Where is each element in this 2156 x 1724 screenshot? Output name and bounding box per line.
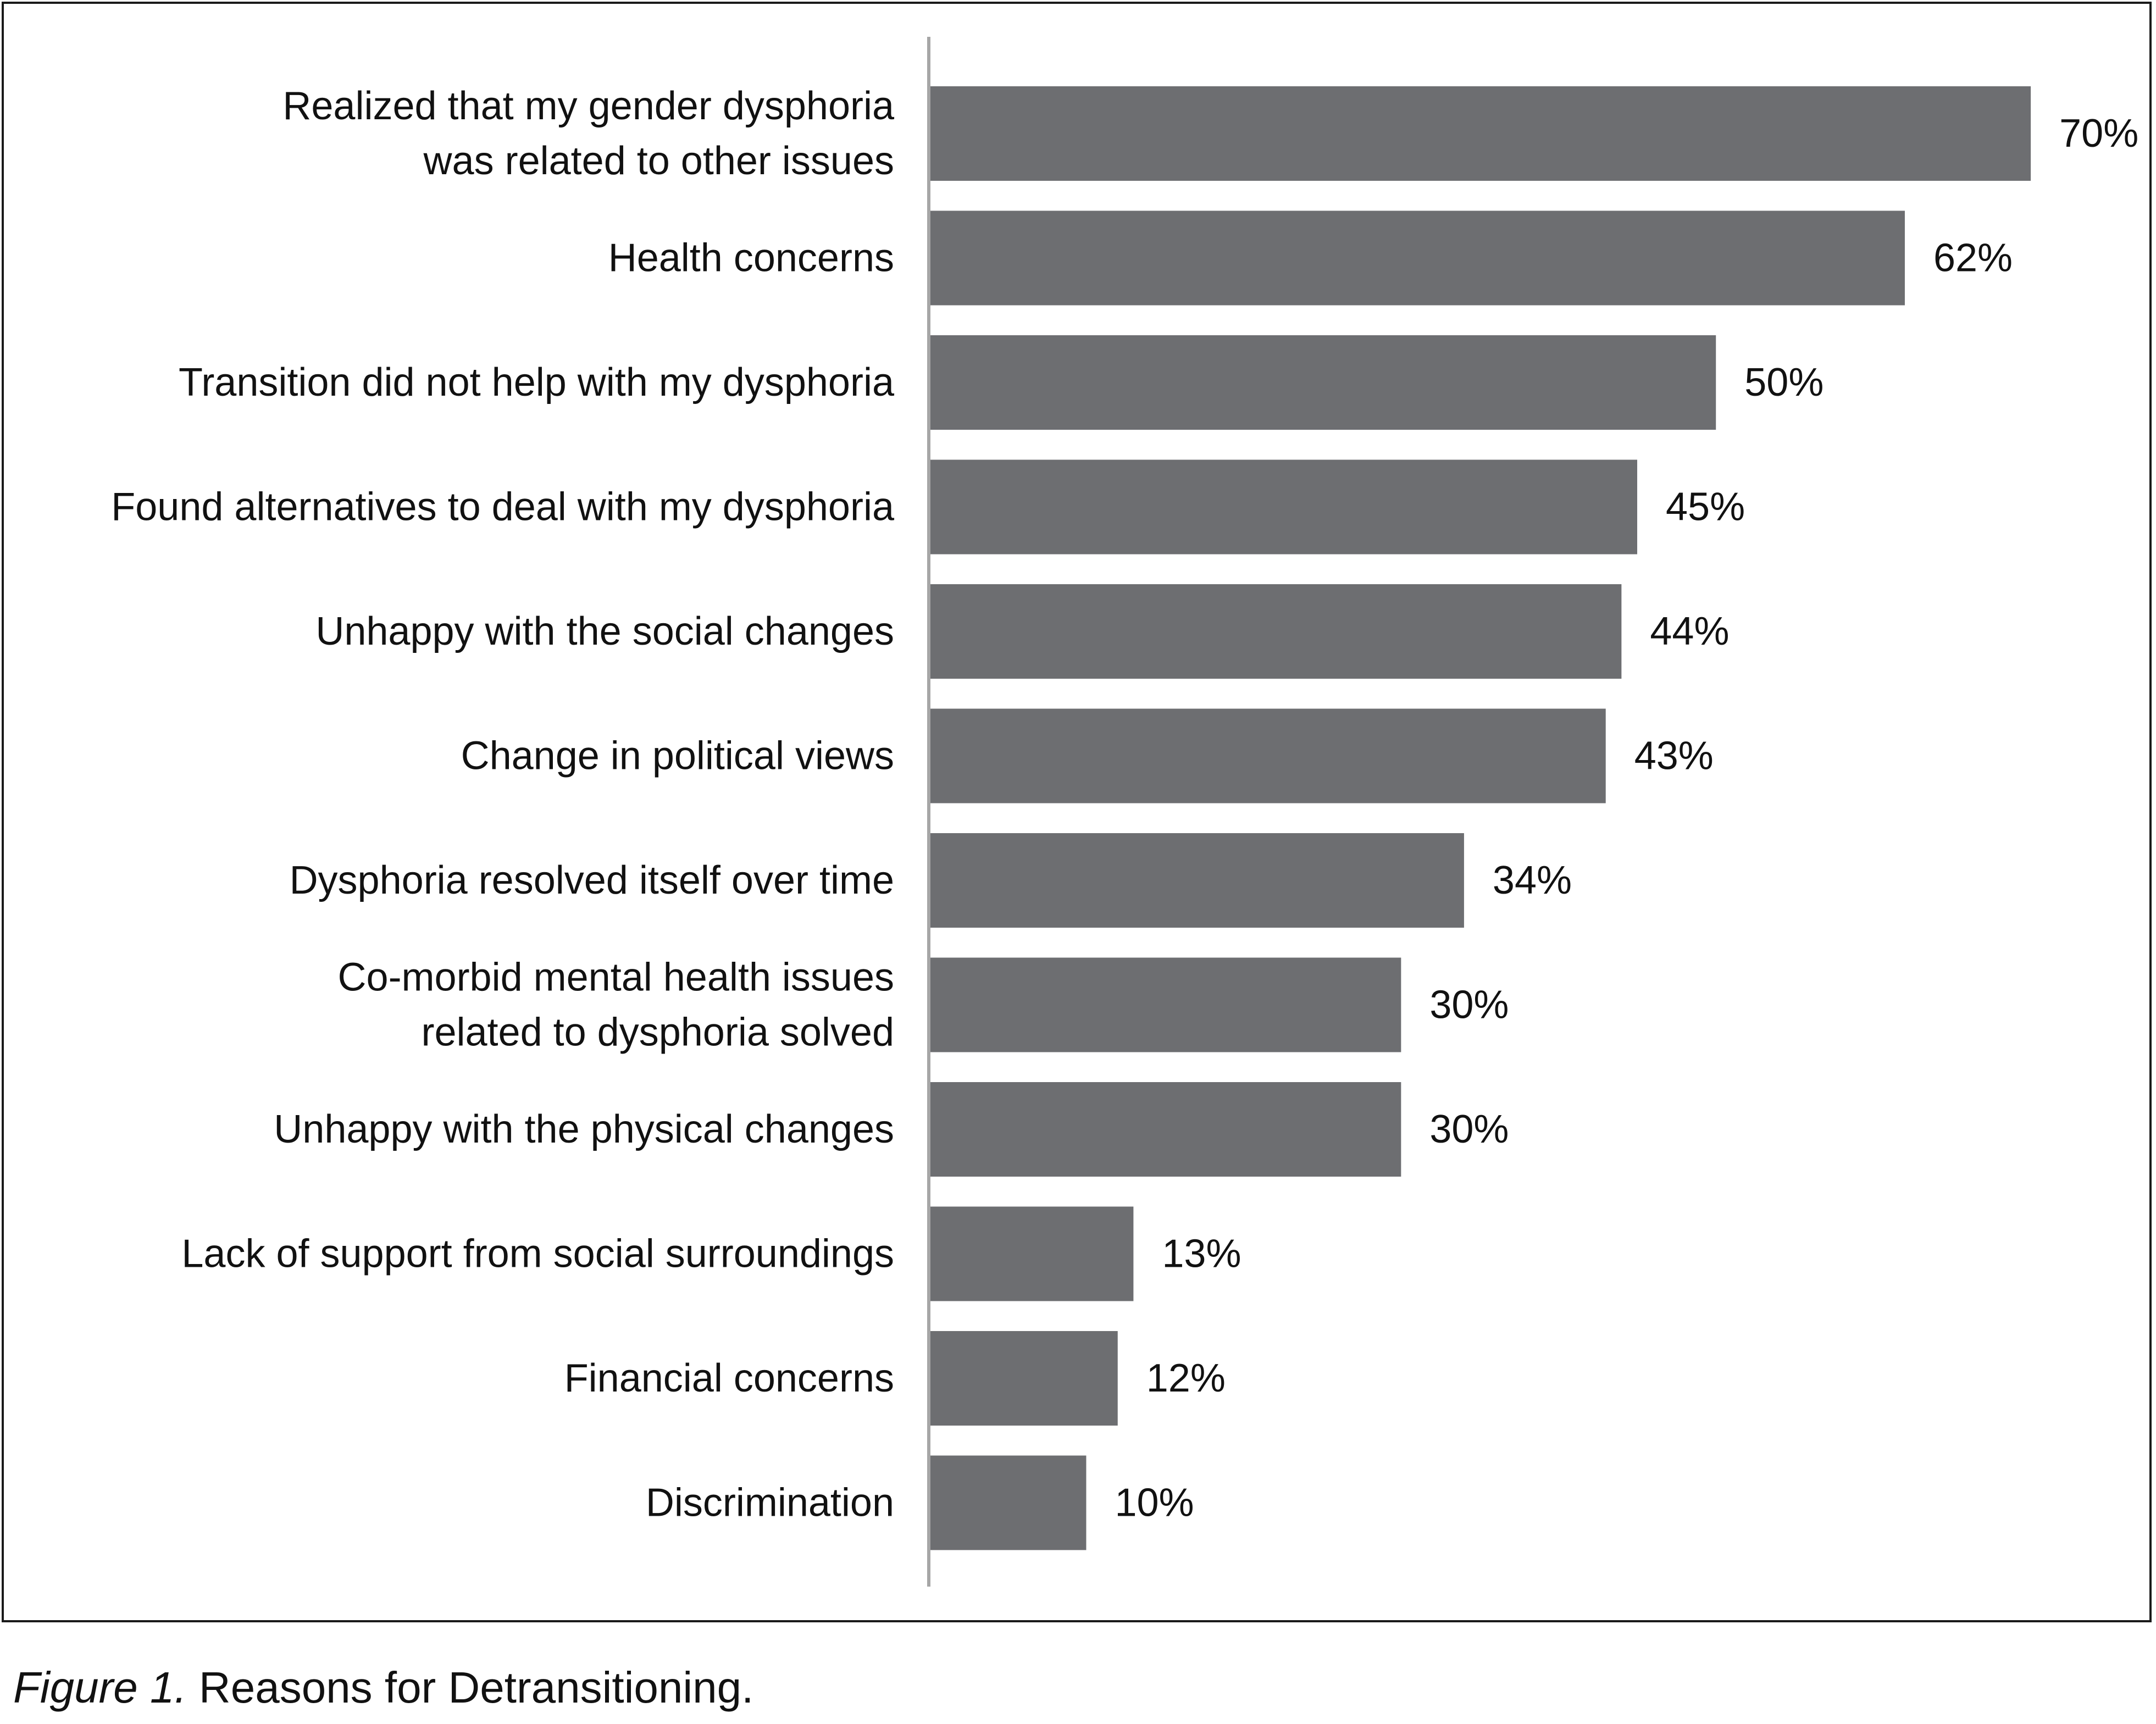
bar bbox=[929, 1455, 1087, 1550]
bar bbox=[929, 957, 1401, 1052]
value-label: 12% bbox=[1146, 1356, 1226, 1400]
category-label: Co-morbid mental health issues bbox=[338, 956, 894, 1000]
category-label: Unhappy with the social changes bbox=[315, 609, 894, 653]
value-label: 43% bbox=[1634, 734, 1714, 778]
category-label: Realized that my gender dysphoria bbox=[282, 84, 895, 128]
figure-label: Figure 1. bbox=[13, 1663, 187, 1712]
bar bbox=[929, 210, 1905, 306]
value-label: 30% bbox=[1429, 983, 1509, 1027]
figure-caption: Figure 1. Reasons for Detransitioning. bbox=[13, 1662, 753, 1713]
bar bbox=[929, 459, 1638, 555]
category-labels: Realized that my gender dysphoria was rel… bbox=[111, 84, 895, 1525]
category-label: was related to other issues bbox=[423, 139, 894, 183]
category-label: Financial concerns bbox=[564, 1356, 894, 1400]
value-label: 30% bbox=[1429, 1107, 1509, 1151]
category-label: Found alternatives to deal with my dysph… bbox=[111, 485, 895, 529]
bar bbox=[929, 1331, 1118, 1426]
category-label: Dysphoria resolved itself over time bbox=[290, 858, 894, 902]
value-label: 45% bbox=[1666, 485, 1745, 529]
value-label: 70% bbox=[2059, 112, 2138, 156]
bars-layer bbox=[929, 86, 2031, 1550]
value-label: 10% bbox=[1115, 1481, 1194, 1525]
value-labels: 70% 62% 50% 45% 44% 43% 34% 30% 30% 13% 12% 10% bbox=[1115, 112, 2138, 1525]
bar bbox=[929, 1206, 1134, 1301]
category-label: Discrimination bbox=[646, 1481, 894, 1525]
bar bbox=[929, 86, 2031, 181]
bar bbox=[929, 708, 1606, 803]
category-label: Health concerns bbox=[608, 236, 894, 280]
value-label: 44% bbox=[1650, 609, 1729, 653]
bar bbox=[929, 584, 1622, 679]
bar bbox=[929, 1082, 1401, 1177]
category-label: Lack of support from social surroundings bbox=[181, 1232, 894, 1276]
chart-frame: Realized that my gender dysphoria was rel… bbox=[2, 2, 2152, 1622]
value-label: 13% bbox=[1162, 1232, 1241, 1276]
value-label: 62% bbox=[1933, 236, 2013, 280]
value-label: 50% bbox=[1744, 361, 1824, 404]
figure-caption-text: Reasons for Detransitioning. bbox=[186, 1663, 754, 1712]
bar-chart: Realized that my gender dysphoria was rel… bbox=[111, 37, 2138, 1587]
category-label: Change in political views bbox=[461, 734, 894, 778]
category-label: Transition did not help with my dysphori… bbox=[179, 361, 895, 404]
category-label: related to dysphoria solved bbox=[421, 1011, 894, 1055]
bar bbox=[929, 335, 1716, 430]
bar bbox=[929, 833, 1464, 928]
category-label: Unhappy with the physical changes bbox=[274, 1107, 894, 1151]
value-label: 34% bbox=[1493, 858, 1572, 902]
